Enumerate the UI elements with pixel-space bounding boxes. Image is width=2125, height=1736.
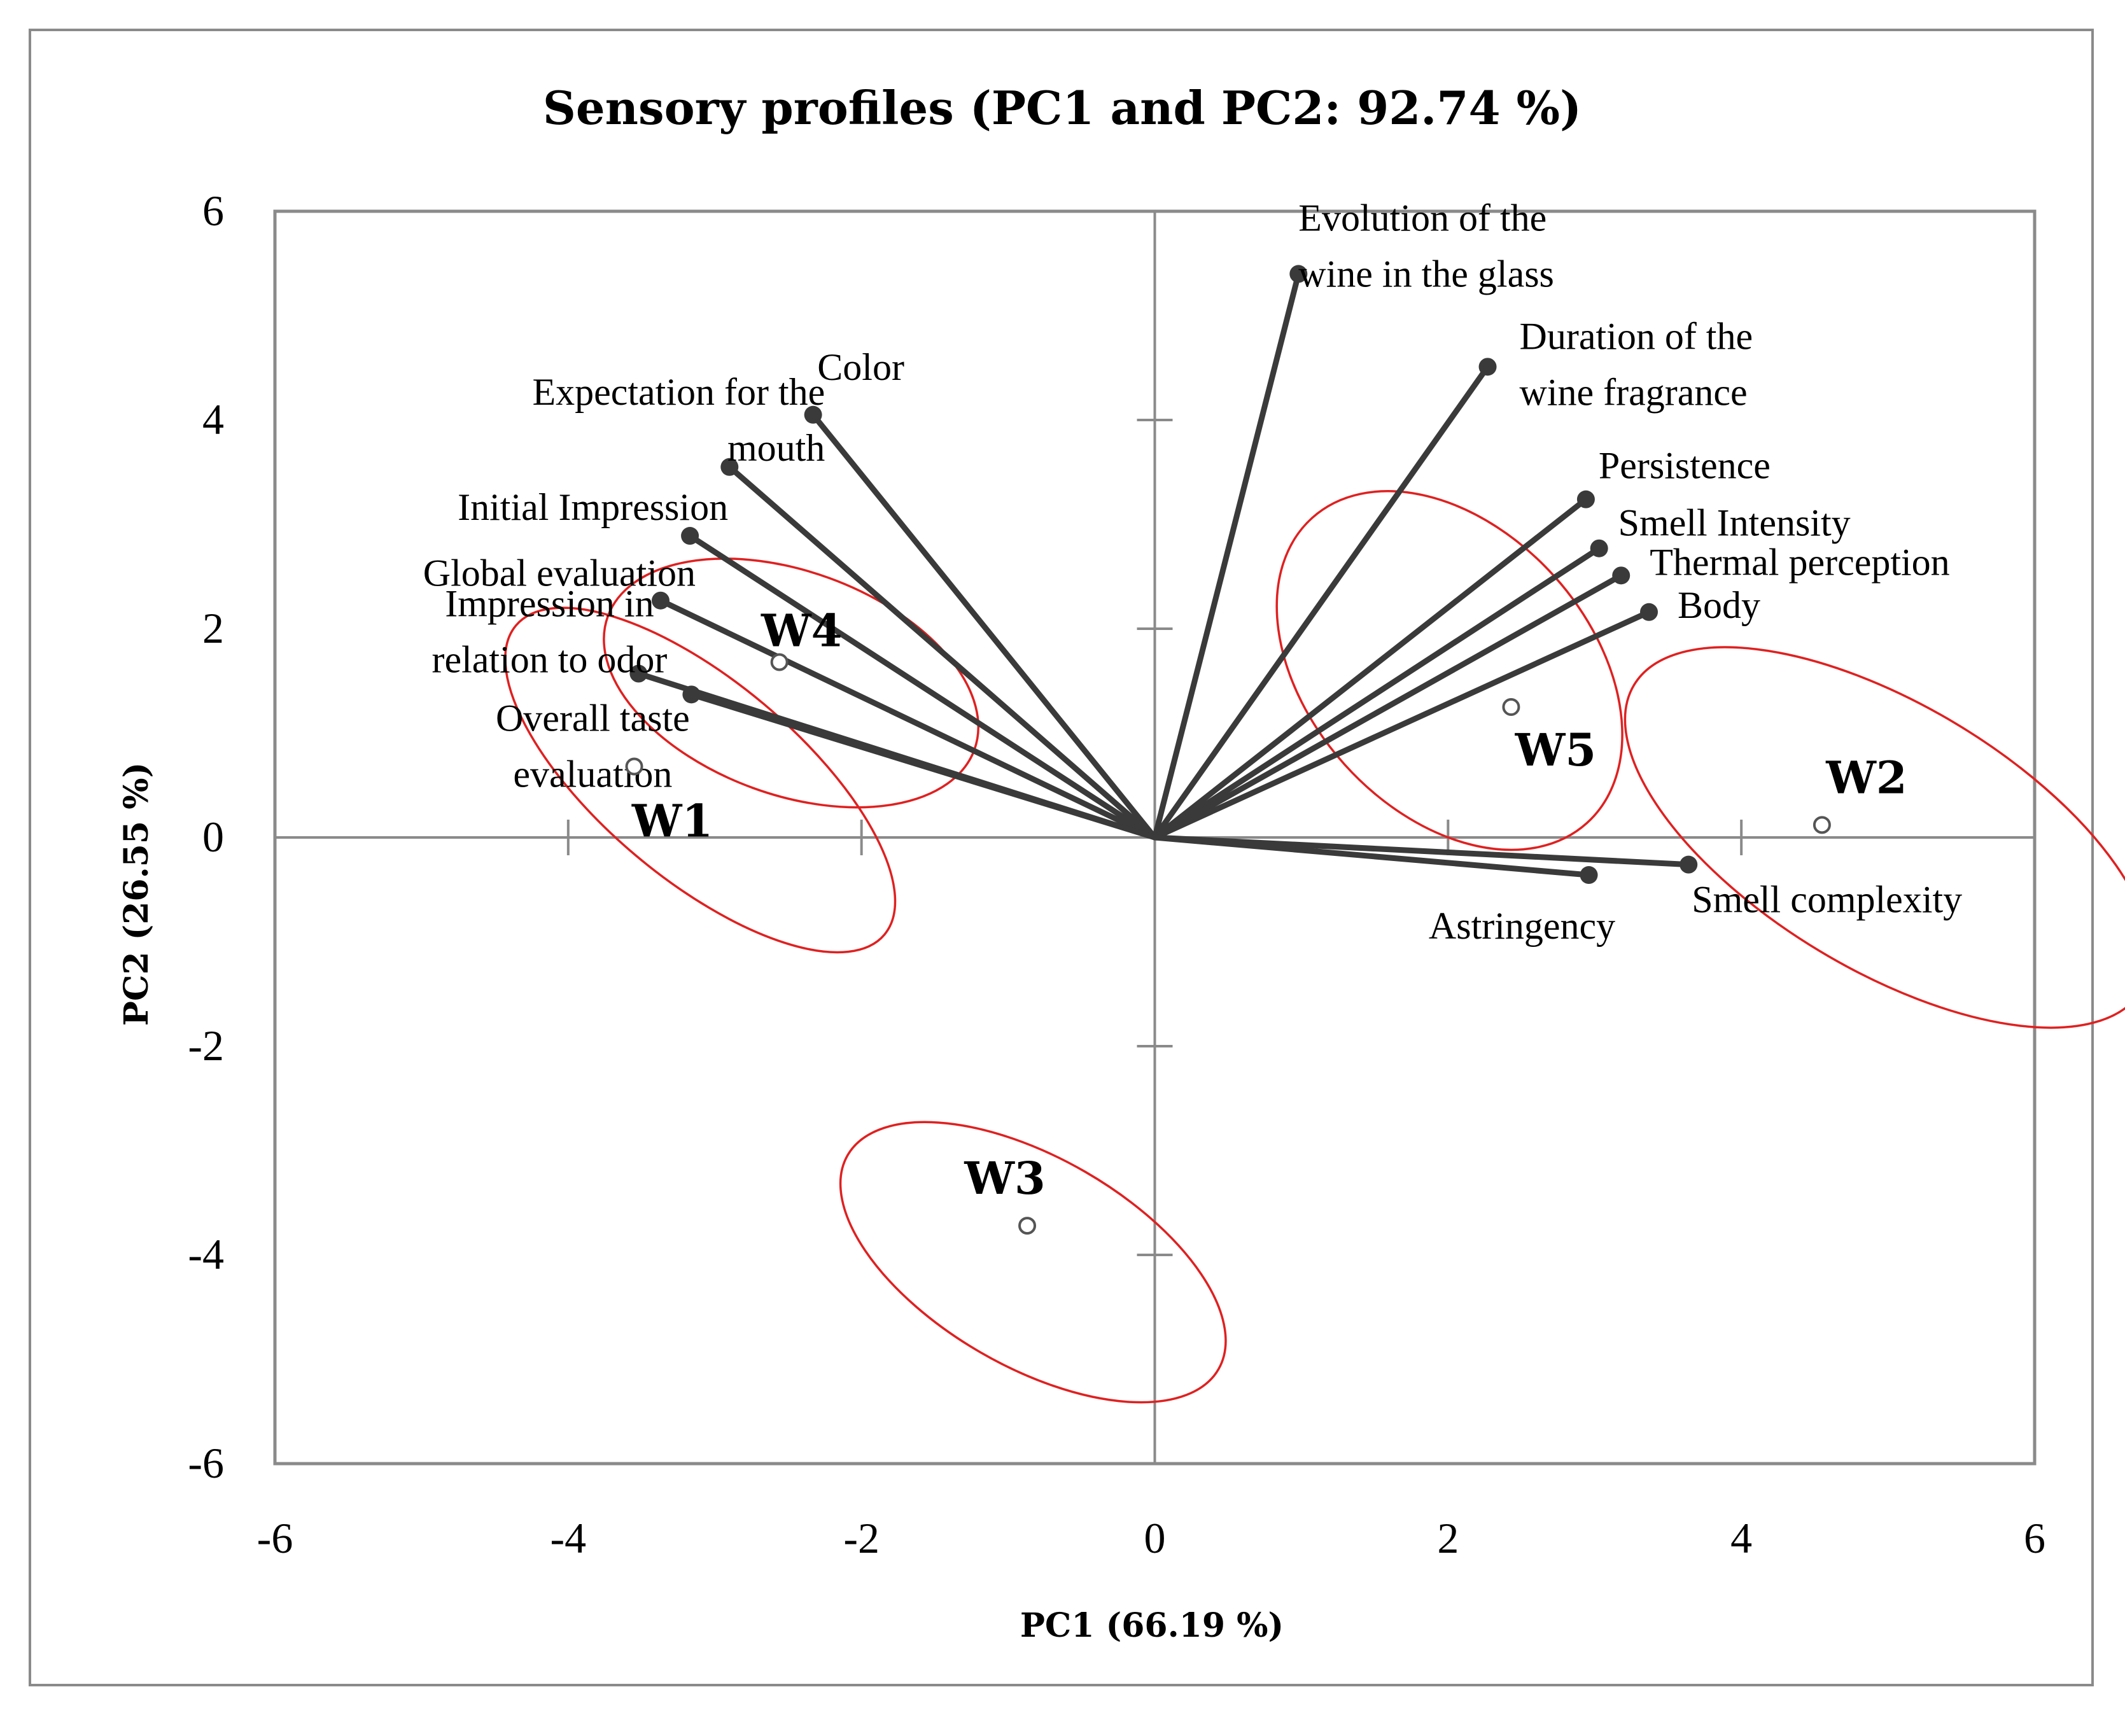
vector-point — [1576, 490, 1595, 508]
ellipse-w2 — [1624, 646, 2125, 1029]
w5 — [1502, 698, 1520, 716]
vector-line — [688, 691, 1158, 841]
vector-point — [629, 664, 648, 683]
vector-line — [1152, 572, 1624, 841]
vector-point — [1680, 855, 1698, 874]
x-tick-label: 2 — [1437, 1514, 1459, 1562]
vector-point — [1612, 566, 1631, 585]
y-tick-label: -2 — [188, 1021, 224, 1070]
variable-label: Initial Impression — [458, 486, 728, 528]
vector-line — [726, 464, 1158, 841]
variable-label: Overall taste evaluation — [496, 697, 690, 795]
y-tick-label: 6 — [202, 186, 224, 235]
variable-label: Thermal perception — [1650, 541, 1949, 583]
x-tick-label: -6 — [257, 1514, 293, 1562]
observation-label: W3 — [964, 1152, 1045, 1205]
variable-label: Body — [1678, 584, 1760, 626]
x-tick-label: 0 — [1144, 1514, 1166, 1562]
observation-label: W5 — [1515, 724, 1596, 776]
w1 — [625, 757, 643, 776]
vector-line — [1152, 363, 1491, 841]
w4 — [770, 653, 789, 671]
variable-label: Smell complexity — [1692, 879, 1962, 921]
variable-label: Persistence — [1599, 445, 1771, 487]
vector-point — [1289, 265, 1308, 283]
variable-label: Impression in relation to odor — [431, 583, 667, 681]
vector-line — [810, 412, 1158, 841]
observation-label: W4 — [761, 604, 842, 657]
observation-label: W1 — [631, 794, 713, 847]
vector-point — [682, 685, 701, 704]
chart-title: Sensory profiles (PC1 and PC2: 92.74 %) — [543, 81, 1581, 135]
y-tick-label: 0 — [202, 813, 224, 861]
variable-label: Global evaluation — [423, 552, 696, 594]
vector-point — [720, 458, 739, 476]
variable-label: Expectation for the mouth — [532, 371, 825, 469]
x-tick-label: -2 — [843, 1514, 880, 1562]
vector-line — [1152, 834, 1592, 878]
vector-line — [1152, 545, 1603, 841]
w2 — [1813, 816, 1831, 834]
vector-point — [804, 405, 822, 424]
variable-label: Duration of the wine fragrance — [1520, 315, 1753, 413]
vector-line — [1152, 609, 1652, 841]
vector-line — [1152, 496, 1589, 841]
vector-line — [1152, 270, 1301, 841]
x-tick-label: -4 — [551, 1514, 587, 1562]
ellipse-w3 — [839, 1121, 1227, 1404]
vector-point — [681, 527, 699, 545]
vector-point — [1580, 866, 1598, 885]
x-axis-title: PC1 (66.19 %) — [1020, 1606, 1284, 1645]
vector-point — [1640, 603, 1659, 621]
vector-line — [657, 598, 1158, 841]
y-axis-title: PC2 (26.55 %) — [117, 762, 156, 1026]
variable-label: Evolution of the wine in the glass — [1298, 197, 1554, 295]
ellipse-w1 — [504, 606, 897, 954]
vector-point — [1590, 539, 1608, 557]
variable-label: Smell Intensity — [1618, 502, 1851, 544]
vector-line — [687, 533, 1158, 841]
y-tick-label: -6 — [188, 1439, 224, 1487]
variable-label: Astringency — [1429, 905, 1615, 947]
y-tick-label: 2 — [202, 604, 224, 652]
w3 — [1018, 1217, 1037, 1235]
vector-point — [651, 591, 670, 610]
chart-frame — [29, 29, 2094, 1686]
y-tick-label: -4 — [188, 1230, 224, 1278]
y-tick-label: 4 — [202, 395, 224, 444]
vector-point — [1478, 358, 1497, 376]
observation-label: W2 — [1825, 751, 1907, 804]
vector-line — [1152, 834, 1692, 868]
x-tick-label: 6 — [2024, 1514, 2045, 1562]
variable-label: Color — [817, 346, 904, 388]
x-tick-label: 4 — [1730, 1514, 1752, 1562]
